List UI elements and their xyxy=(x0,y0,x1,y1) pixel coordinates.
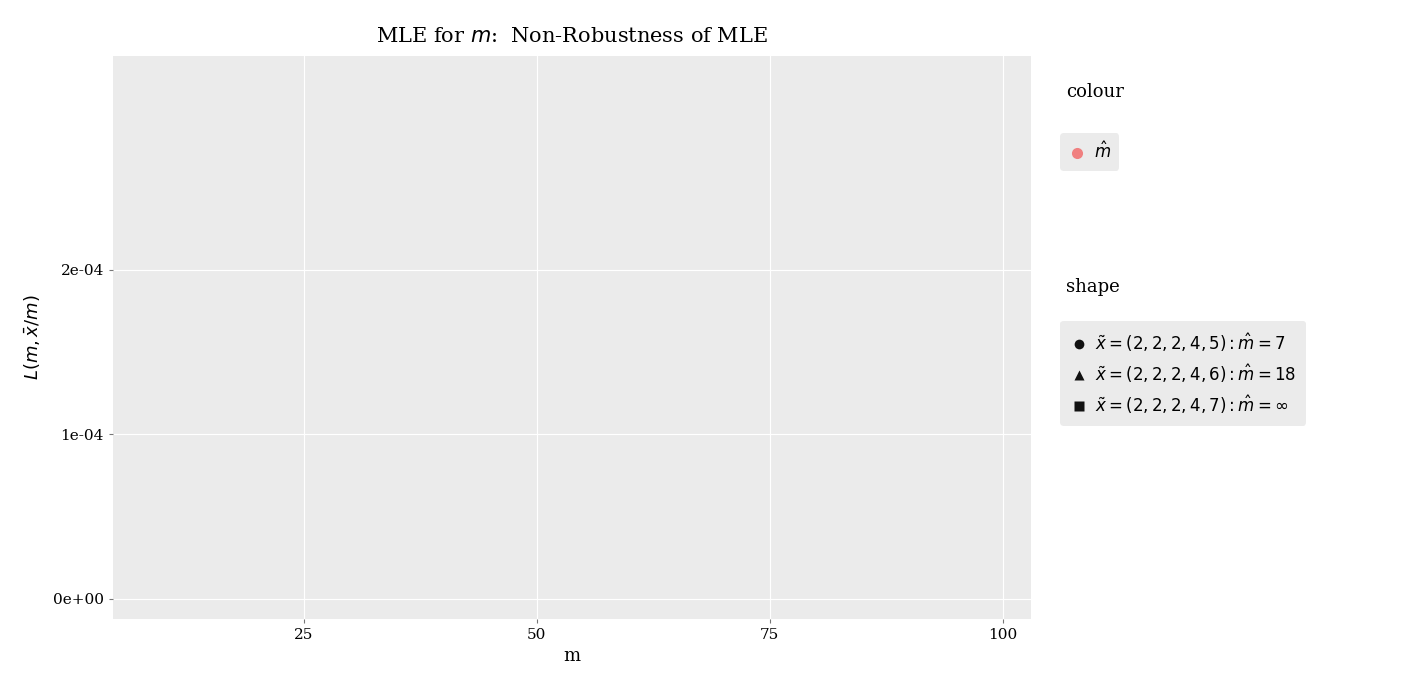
Y-axis label: $L(m, \bar{x}/m)$: $L(m, \bar{x}/m)$ xyxy=(21,294,42,380)
Legend: $\tilde{x} = (2,2,2,4,5) : \hat{m} = 7$, $\tilde{x} = (2,2,2,4,6) : \hat{m} = 18: $\tilde{x} = (2,2,2,4,5) : \hat{m} = 7$,… xyxy=(1060,321,1306,425)
Legend: $\hat{m}$: $\hat{m}$ xyxy=(1060,133,1118,171)
Title: MLE for $m$:  Non-Robustness of MLE: MLE for $m$: Non-Robustness of MLE xyxy=(376,26,768,46)
Text: colour: colour xyxy=(1066,83,1124,101)
Text: shape: shape xyxy=(1066,278,1120,296)
X-axis label: m: m xyxy=(563,647,580,665)
